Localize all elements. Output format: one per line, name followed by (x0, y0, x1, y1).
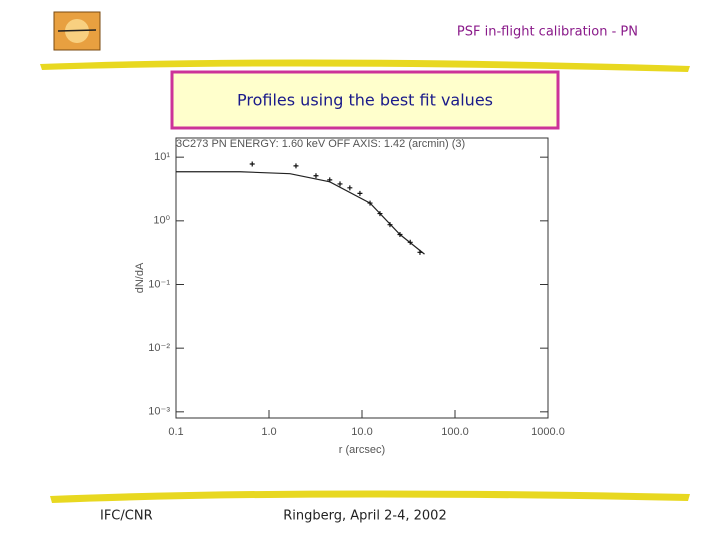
x-tick-label: 1000.0 (531, 426, 565, 438)
x-tick-label: 10.0 (351, 426, 372, 438)
y-tick-label: 10⁻¹ (148, 278, 170, 290)
model-line (176, 171, 425, 255)
y-tick-label: 10⁰ (153, 215, 170, 227)
data-point (357, 190, 363, 196)
y-tick-label: 10⁻³ (148, 406, 170, 418)
footer-center: Ringberg, April 2-4, 2002 (283, 509, 446, 524)
logo (53, 11, 101, 51)
y-tick-label: 10¹ (154, 151, 170, 163)
brush-stroke (50, 490, 690, 503)
data-point (387, 222, 393, 228)
data-point (417, 249, 423, 255)
x-axis-label: r (arcsec) (339, 444, 385, 456)
header-title: PSF in-flight calibration - PN (457, 25, 638, 40)
footer-left: IFC/CNR (100, 509, 153, 524)
data-point (367, 200, 373, 206)
y-axis-label: dN/dA (134, 262, 146, 293)
data-point (313, 173, 319, 179)
data-point (397, 231, 403, 237)
data-point (327, 177, 333, 183)
data-point (293, 163, 299, 169)
data-point (377, 211, 383, 217)
banner-text: Profiles using the best fit values (237, 91, 493, 110)
x-tick-label: 100.0 (441, 426, 469, 438)
data-point (249, 161, 255, 167)
data-point (347, 185, 353, 191)
y-tick-label: 10⁻² (148, 342, 170, 354)
x-tick-label: 0.1 (168, 426, 183, 438)
chart-title: 3C273 PN ENERGY: 1.60 keV OFF AXIS: 1.42… (176, 138, 465, 150)
data-point (407, 239, 413, 245)
data-point (337, 181, 343, 187)
x-tick-label: 1.0 (261, 426, 276, 438)
banner-box (170, 70, 560, 130)
plot-frame (175, 137, 549, 419)
brush-stroke (40, 59, 690, 72)
plot: 3C273 PN ENERGY: 1.60 keV OFF AXIS: 1.42… (134, 137, 565, 456)
